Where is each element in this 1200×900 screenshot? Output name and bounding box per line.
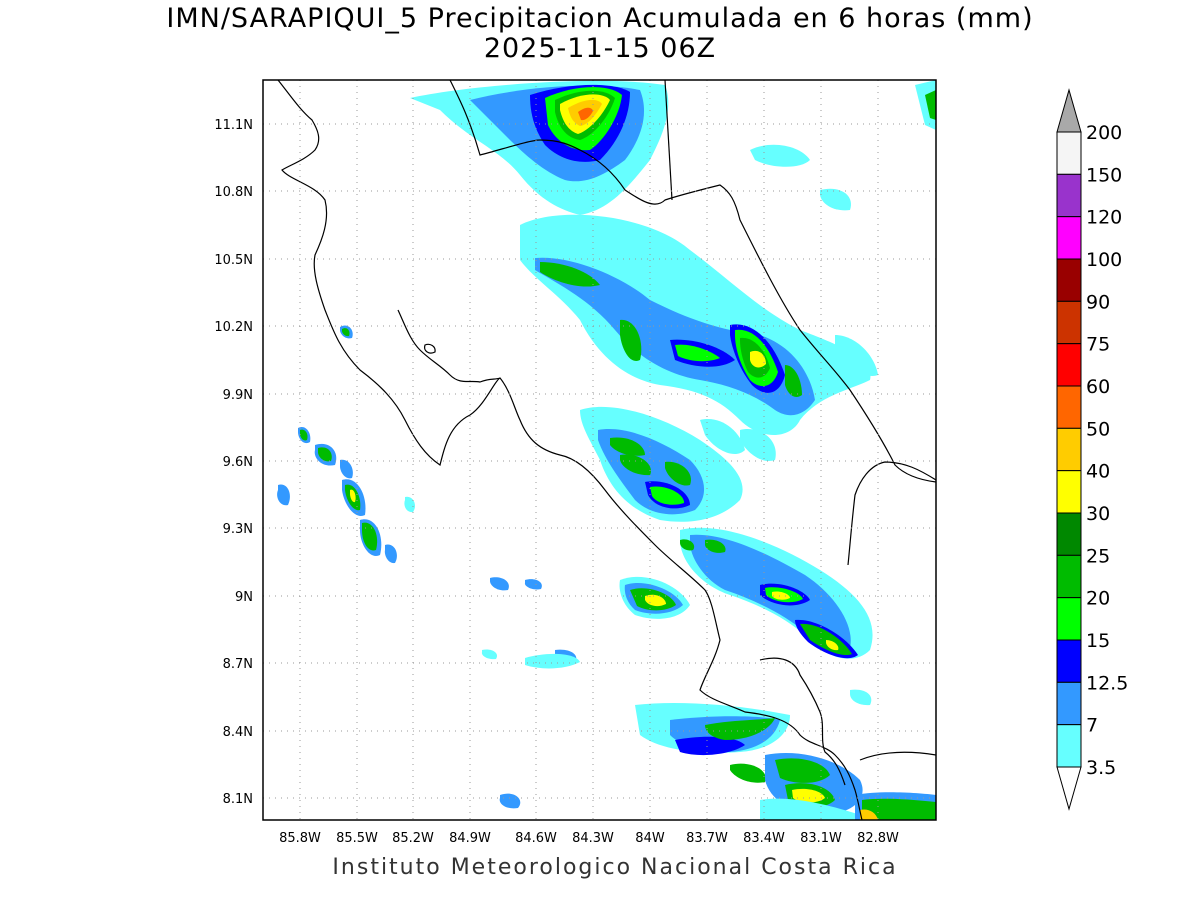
colorbar-under-arrow — [1056, 766, 1082, 811]
colorbar-swatch — [1056, 300, 1082, 345]
colorbar-swatch — [1056, 512, 1082, 556]
lat-tick: 9N — [235, 590, 253, 605]
colorbar-over-arrow — [1056, 88, 1082, 133]
lon-tick-labels: 85.8W 85.5W 85.2W 84.9W 84.6W 84.3W 84W … — [279, 831, 899, 846]
colorbar-label: 30 — [1086, 503, 1110, 525]
footer-credit: Instituto Meteorologico Nacional Costa R… — [332, 855, 898, 880]
lat-tick: 8.4N — [223, 725, 253, 740]
colorbar-swatch — [1056, 554, 1082, 599]
map-frame — [262, 79, 937, 821]
lon-tick: 82.8W — [857, 831, 899, 846]
precip-field — [277, 80, 936, 820]
map-subtitle-date: 2025-11-15 06Z — [483, 33, 717, 64]
coastlines — [277, 80, 936, 820]
colorbar-swatch — [1056, 216, 1082, 260]
lon-tick: 83.1W — [800, 831, 842, 846]
lat-tick-labels: 11.1N 10.8N 10.5N 10.2N 9.9N 9.6N 9.3N 9… — [214, 118, 253, 807]
colorbar-label: 100 — [1086, 249, 1122, 271]
lat-tick: 10.8N — [214, 185, 253, 200]
colorbar-swatch — [1056, 131, 1082, 175]
colorbar-label: 15 — [1086, 630, 1110, 652]
colorbar-label: 12.5 — [1086, 672, 1128, 694]
colorbar-swatch — [1056, 597, 1082, 641]
lat-tick: 8.7N — [223, 657, 253, 672]
colorbar-swatch — [1056, 385, 1082, 429]
colorbar-label: 20 — [1086, 588, 1110, 610]
colorbar-label: 50 — [1086, 418, 1110, 440]
colorbar-swatch — [1056, 427, 1082, 472]
colorbar-swatch — [1056, 173, 1082, 218]
colorbar-label: 120 — [1086, 207, 1122, 229]
colorbar-label: 25 — [1086, 545, 1110, 567]
lat-tick: 8.1N — [223, 792, 253, 807]
gridlines — [263, 80, 936, 820]
colorbar-swatch — [1056, 681, 1082, 726]
colorbar-label: 75 — [1086, 334, 1110, 356]
lon-tick: 85.2W — [392, 831, 434, 846]
lon-tick: 84.6W — [515, 831, 557, 846]
lat-tick: 9.9N — [223, 388, 253, 403]
colorbar-swatch — [1056, 470, 1082, 514]
lon-tick: 85.8W — [279, 831, 321, 846]
colorbar: 200 150 120 100 90 75 60 50 40 30 25 20 15 12.5 7 3.5 — [1056, 88, 1128, 811]
lon-tick: 85.5W — [336, 831, 378, 846]
colorbar-swatch — [1056, 258, 1082, 302]
colorbar-swatch — [1056, 639, 1082, 683]
lat-tick: 10.2N — [214, 320, 253, 335]
colorbar-label: 90 — [1086, 291, 1110, 313]
lon-tick: 84W — [635, 831, 665, 846]
lat-tick: 11.1N — [214, 118, 253, 133]
map-title: IMN/SARAPIQUI_5 Precipitacion Acumulada … — [166, 3, 1034, 34]
lon-tick: 84.9W — [449, 831, 491, 846]
colorbar-label: 200 — [1086, 122, 1122, 144]
lon-tick: 84.3W — [572, 831, 614, 846]
colorbar-swatch — [1056, 343, 1082, 387]
lat-tick: 10.5N — [214, 253, 253, 268]
lon-tick: 83.7W — [686, 831, 728, 846]
colorbar-label: 60 — [1086, 376, 1110, 398]
colorbar-label: 150 — [1086, 164, 1122, 186]
colorbar-swatch — [1056, 724, 1082, 768]
lon-tick: 83.4W — [743, 831, 785, 846]
lat-tick: 9.3N — [223, 522, 253, 537]
colorbar-label: 40 — [1086, 461, 1110, 483]
lat-tick: 9.6N — [223, 455, 253, 470]
colorbar-label: 3.5 — [1086, 757, 1116, 779]
colorbar-label: 7 — [1086, 715, 1098, 737]
